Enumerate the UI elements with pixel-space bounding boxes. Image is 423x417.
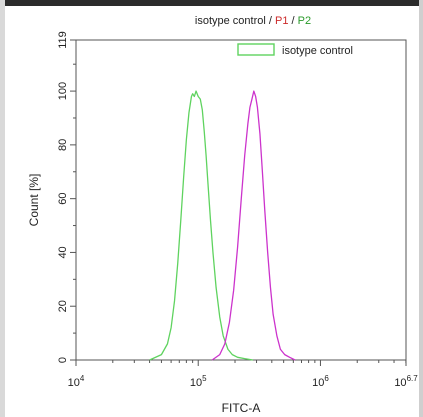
x-axis-label: FITC-A [222,401,261,415]
chart-title-part: / [288,15,297,27]
window-right-edge [419,0,423,417]
window-top-bar [0,0,423,6]
chart-title-part: isotype control [195,15,266,27]
y-tick-label: 100 [57,82,69,100]
y-tick-label: 80 [57,139,69,151]
y-tick-label: 0 [57,357,69,363]
plot-frame [75,39,407,361]
y-tick-label: 60 [57,193,69,205]
chart-title-part: P2 [298,15,311,27]
y-axis-label: Count [%] [27,174,41,227]
legend-label-isotype-control: isotype control [282,45,353,57]
y-axis: 0 20 40 60 80 100 119 [57,31,76,363]
chart-title-part: P1 [275,15,288,27]
x-tick-label: 105 [190,374,207,389]
series-line-1 [149,90,253,361]
series-layer [149,90,296,361]
window-left-edge [0,0,5,417]
chart-title: isotype control / P1 / P2 [195,15,311,27]
y-tick-label: 40 [57,246,69,258]
legend: isotype control [237,43,353,57]
chart-title-part: / [266,15,275,27]
legend-swatch-isotype-control [237,43,275,56]
x-axis: 104 105 106 106.7 [68,360,418,389]
series-line-2 [211,90,296,361]
x-tick-label: 104 [68,374,85,389]
x-tick-label: 106 [312,374,329,389]
y-tick-label: 119 [57,31,69,49]
y-tick-label: 20 [57,300,69,312]
x-tick-label: 106.7 [394,374,418,389]
